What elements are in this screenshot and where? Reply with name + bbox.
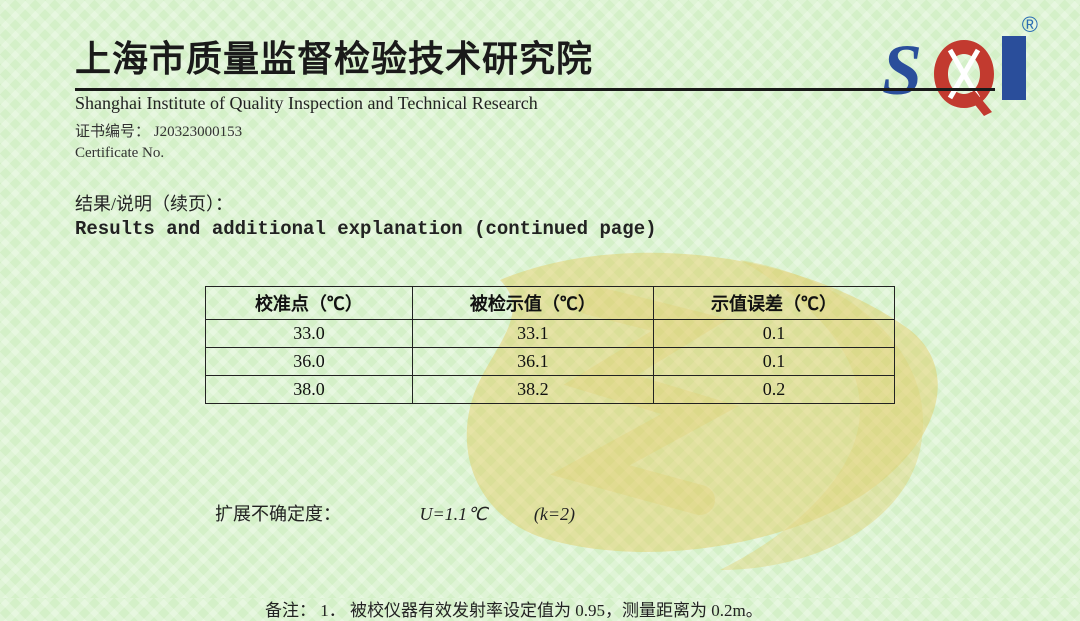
col-indicated-value: 被检示值（℃）	[412, 287, 653, 320]
u-value: 1.1℃	[445, 504, 488, 524]
k-open: (k=	[534, 504, 560, 524]
remark-item-no: 1．	[320, 601, 346, 620]
k-value: 2	[560, 504, 569, 524]
header-rule	[75, 88, 995, 91]
table-header-row: 校准点（℃） 被检示值（℃） 示值误差（℃）	[206, 287, 895, 320]
institute-title-en: Shanghai Institute of Quality Inspection…	[75, 93, 1020, 114]
cert-label-cn: 证书编号：	[75, 124, 150, 140]
col-calibration-point: 校准点（℃）	[206, 287, 413, 320]
uncertainty-label: 扩展不确定度：	[215, 500, 415, 526]
u-label: U=	[420, 504, 445, 524]
cert-label-en: Certificate No.	[75, 145, 164, 161]
institute-title-cn: 上海市质量监督检验技术研究院	[75, 30, 1020, 82]
results-label-cn: 结果/说明（续页）：	[75, 190, 1020, 216]
table-row: 33.0 33.1 0.1	[206, 320, 895, 348]
remark-text: 被校仪器有效发射率设定值为 0.95，测量距离为 0.2m。	[350, 601, 763, 620]
calibration-table: 校准点（℃） 被检示值（℃） 示值误差（℃） 33.0 33.1 0.1 36.…	[205, 286, 895, 404]
table-row: 36.0 36.1 0.1	[206, 348, 895, 376]
remark-label: 备注：	[265, 601, 316, 620]
remark-line: 备注： 1． 被校仪器有效发射率设定值为 0.95，测量距离为 0.2m。	[265, 596, 1020, 621]
certificate-number-block: 证书编号： J20323000153 Certificate No.	[75, 122, 1020, 164]
table-row: 38.0 38.2 0.2	[206, 376, 895, 404]
results-label-en: Results and additional explanation (cont…	[75, 218, 1020, 240]
uncertainty-line: 扩展不确定度： U=1.1℃ (k=2)	[215, 500, 1020, 526]
cert-number: J20323000153	[154, 124, 242, 140]
k-close: )	[569, 504, 575, 524]
col-error: 示值误差（℃）	[653, 287, 894, 320]
